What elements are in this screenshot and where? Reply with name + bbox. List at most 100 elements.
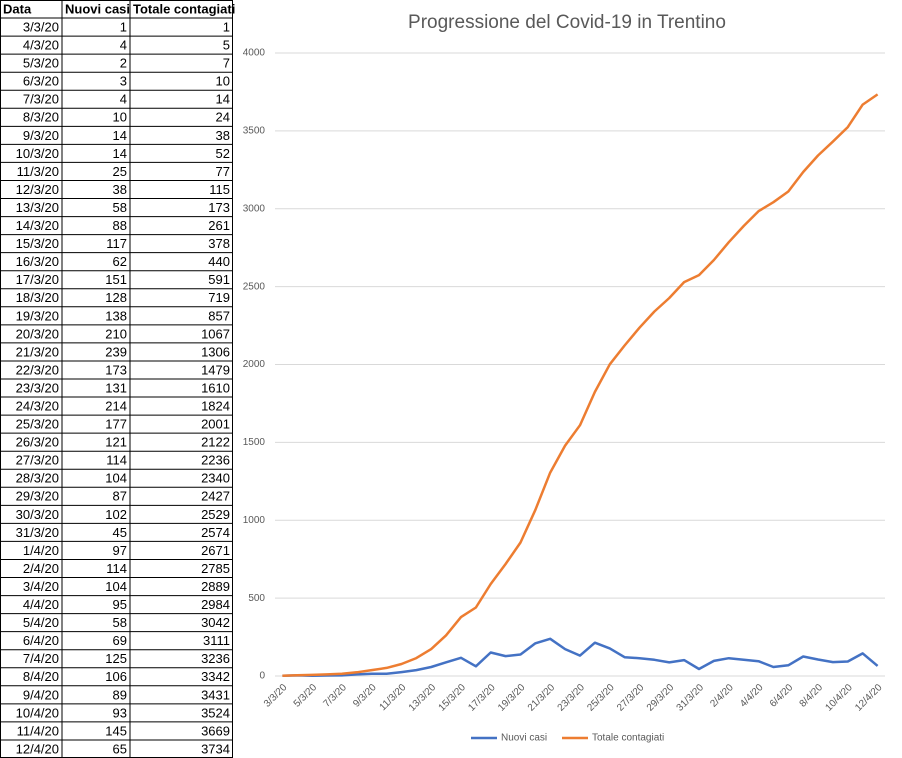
value-cell: 2 bbox=[120, 56, 127, 71]
value-cell: 69 bbox=[113, 633, 127, 648]
value-cell: 1 bbox=[120, 20, 127, 35]
value-cell: 3042 bbox=[201, 615, 230, 630]
value-cell: 58 bbox=[113, 200, 127, 215]
date-cell: 9/3/20 bbox=[23, 128, 59, 143]
value-cell: 239 bbox=[105, 344, 127, 359]
y-tick-label: 3500 bbox=[243, 126, 266, 137]
date-cell: 8/3/20 bbox=[23, 110, 59, 125]
date-cell: 20/3/20 bbox=[16, 326, 59, 341]
date-cell: 30/3/20 bbox=[16, 507, 59, 522]
value-cell: 1610 bbox=[201, 380, 230, 395]
series-line bbox=[282, 637, 879, 678]
date-cell: 3/3/20 bbox=[23, 20, 59, 35]
date-cell: 5/4/20 bbox=[23, 615, 59, 630]
date-cell: 25/3/20 bbox=[16, 417, 59, 432]
value-cell: 62 bbox=[113, 254, 127, 269]
date-cell: 7/3/20 bbox=[23, 92, 59, 107]
date-cell: 7/4/20 bbox=[23, 651, 59, 666]
value-cell: 151 bbox=[105, 272, 127, 287]
value-cell: 857 bbox=[208, 308, 230, 323]
value-cell: 95 bbox=[113, 597, 127, 612]
value-cell: 7 bbox=[223, 56, 230, 71]
value-cell: 65 bbox=[113, 741, 127, 756]
legend-label: Totale contagiati bbox=[592, 733, 664, 744]
date-cell: 4/3/20 bbox=[23, 38, 59, 53]
value-cell: 4 bbox=[120, 38, 127, 53]
value-cell: 1067 bbox=[201, 326, 230, 341]
y-tick-label: 4000 bbox=[243, 48, 266, 59]
value-cell: 3734 bbox=[201, 741, 230, 756]
value-cell: 38 bbox=[113, 182, 127, 197]
date-cell: 4/4/20 bbox=[23, 597, 59, 612]
date-cell: 14/3/20 bbox=[16, 218, 59, 233]
date-cell: 11/3/20 bbox=[17, 164, 59, 179]
series-line bbox=[282, 93, 879, 678]
chart-title: Progressione del Covid-19 in Trentino bbox=[408, 12, 726, 33]
date-cell: 9/4/20 bbox=[23, 687, 59, 702]
value-cell: 1 bbox=[223, 20, 230, 35]
value-cell: 125 bbox=[105, 651, 127, 666]
date-cell: 24/3/20 bbox=[16, 399, 59, 414]
value-cell: 440 bbox=[208, 254, 230, 269]
value-cell: 93 bbox=[113, 705, 127, 720]
value-cell: 173 bbox=[208, 200, 230, 215]
value-cell: 4 bbox=[120, 92, 127, 107]
value-cell: 3342 bbox=[201, 669, 230, 684]
value-cell: 378 bbox=[208, 236, 230, 251]
y-tick-label: 2000 bbox=[243, 359, 266, 370]
value-cell: 3669 bbox=[201, 723, 230, 738]
value-cell: 145 bbox=[105, 723, 127, 738]
value-cell: 45 bbox=[113, 525, 127, 540]
date-cell: 8/4/20 bbox=[23, 669, 59, 684]
value-cell: 115 bbox=[209, 182, 230, 197]
y-tick-label: 3000 bbox=[243, 203, 266, 214]
date-cell: 12/4/20 bbox=[16, 741, 59, 756]
value-cell: 214 bbox=[105, 399, 127, 414]
value-cell: 210 bbox=[105, 326, 127, 341]
value-cell: 114 bbox=[106, 453, 127, 468]
y-tick-label: 1500 bbox=[243, 437, 266, 448]
value-cell: 102 bbox=[105, 507, 127, 522]
value-cell: 2671 bbox=[201, 543, 230, 558]
value-cell: 1479 bbox=[201, 362, 230, 377]
date-cell: 21/3/20 bbox=[16, 344, 59, 359]
value-cell: 591 bbox=[208, 272, 230, 287]
value-cell: 2529 bbox=[201, 507, 230, 522]
date-cell: 15/3/20 bbox=[16, 236, 59, 251]
value-cell: 89 bbox=[113, 687, 127, 702]
value-cell: 2236 bbox=[201, 453, 230, 468]
date-cell: 22/3/20 bbox=[16, 362, 59, 377]
value-cell: 114 bbox=[106, 561, 127, 576]
value-cell: 77 bbox=[216, 164, 230, 179]
y-tick-label: 1000 bbox=[243, 515, 266, 526]
value-cell: 3236 bbox=[201, 651, 230, 666]
value-cell: 87 bbox=[113, 489, 127, 504]
column-header: Data bbox=[3, 1, 32, 16]
date-cell: 26/3/20 bbox=[16, 435, 59, 450]
value-cell: 88 bbox=[113, 218, 127, 233]
date-cell: 18/3/20 bbox=[16, 290, 59, 305]
value-cell: 58 bbox=[113, 615, 127, 630]
value-cell: 2122 bbox=[201, 435, 230, 450]
date-cell: 10/3/20 bbox=[16, 146, 59, 161]
value-cell: 25 bbox=[113, 164, 127, 179]
value-cell: 14 bbox=[113, 146, 127, 161]
date-cell: 11/4/20 bbox=[17, 723, 59, 738]
value-cell: 38 bbox=[216, 128, 230, 143]
date-cell: 6/4/20 bbox=[23, 633, 59, 648]
value-cell: 10 bbox=[113, 110, 127, 125]
date-cell: 5/3/20 bbox=[23, 56, 59, 71]
y-tick-label: 0 bbox=[259, 671, 265, 682]
value-cell: 138 bbox=[105, 308, 127, 323]
value-cell: 14 bbox=[216, 92, 230, 107]
date-cell: 6/3/20 bbox=[23, 74, 59, 89]
value-cell: 104 bbox=[105, 579, 127, 594]
value-cell: 3524 bbox=[201, 705, 230, 720]
value-cell: 1824 bbox=[201, 399, 230, 414]
value-cell: 2574 bbox=[201, 525, 230, 540]
value-cell: 2427 bbox=[201, 489, 230, 504]
column-header: Totale contagiati bbox=[133, 1, 235, 16]
value-cell: 2785 bbox=[201, 561, 230, 576]
value-cell: 106 bbox=[105, 669, 127, 684]
value-cell: 177 bbox=[105, 417, 127, 432]
